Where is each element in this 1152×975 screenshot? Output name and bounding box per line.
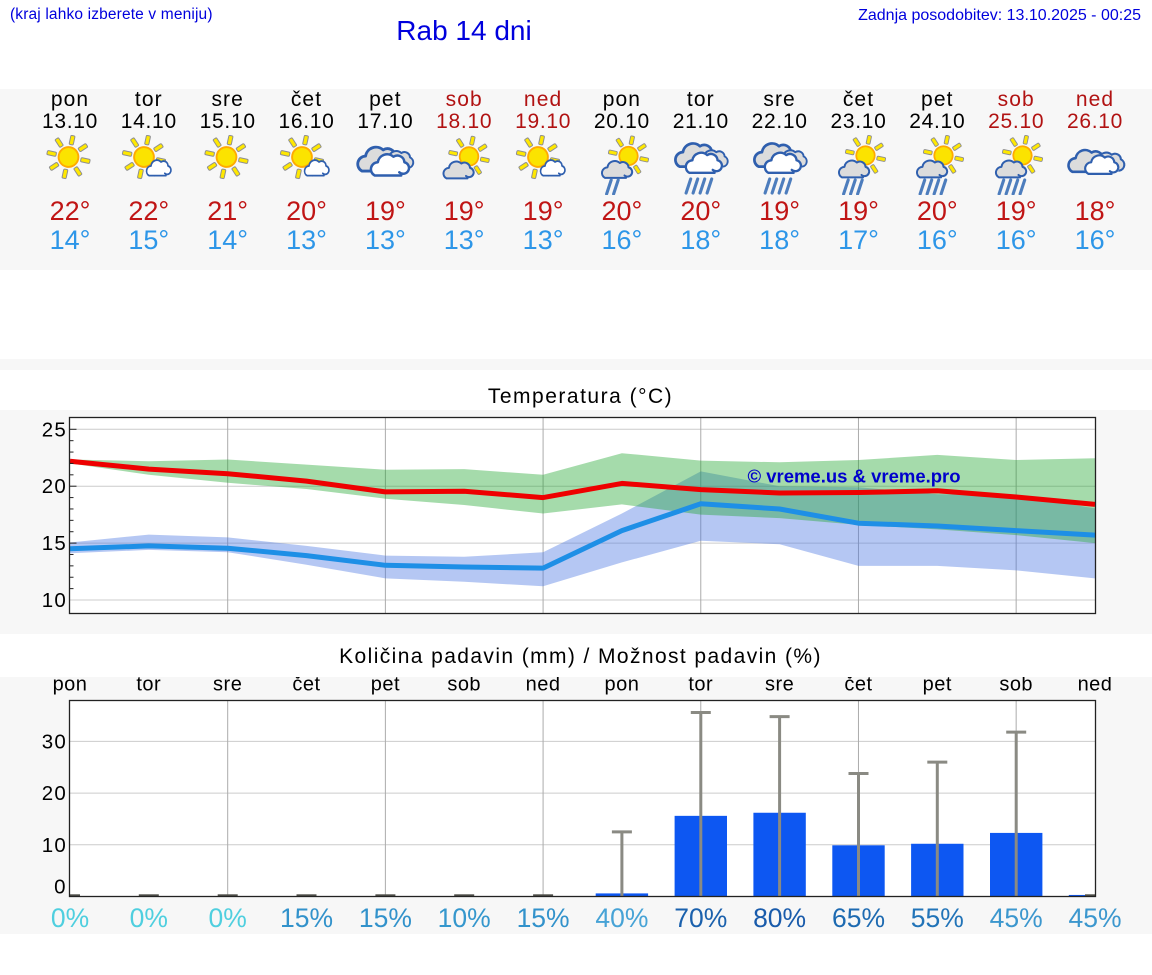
svg-text:pon: pon	[53, 677, 88, 696]
svg-text:0%: 0%	[130, 903, 168, 933]
svg-text:20: 20	[42, 782, 67, 805]
svg-text:čet: čet	[844, 677, 872, 696]
svg-text:15: 15	[42, 532, 67, 555]
svg-text:10: 10	[42, 834, 67, 857]
svg-text:sre: sre	[765, 677, 794, 696]
svg-text:20: 20	[42, 475, 67, 498]
svg-text:10: 10	[42, 589, 67, 612]
svg-text:tor: tor	[688, 677, 713, 696]
svg-text:10%: 10%	[438, 903, 491, 933]
svg-text:0: 0	[54, 876, 65, 899]
svg-text:30: 30	[42, 730, 67, 753]
svg-text:sob: sob	[999, 677, 1033, 696]
svg-text:ned: ned	[526, 677, 561, 696]
svg-text:70%: 70%	[674, 903, 727, 933]
svg-text:pet: pet	[371, 677, 400, 696]
svg-text:pon: pon	[604, 677, 639, 696]
svg-text:čet: čet	[292, 677, 320, 696]
svg-text:pet: pet	[923, 677, 952, 696]
svg-text:15%: 15%	[359, 903, 412, 933]
svg-text:© vreme.us & vreme.pro: © vreme.us & vreme.pro	[747, 466, 960, 487]
svg-text:55%: 55%	[911, 903, 964, 933]
svg-text:45%: 45%	[1068, 903, 1121, 933]
svg-text:45%: 45%	[990, 903, 1043, 933]
svg-text:15%: 15%	[517, 903, 570, 933]
svg-text:sob: sob	[447, 677, 481, 696]
svg-text:80%: 80%	[753, 903, 806, 933]
svg-text:65%: 65%	[832, 903, 885, 933]
svg-text:tor: tor	[136, 677, 161, 696]
svg-text:0%: 0%	[51, 903, 89, 933]
svg-text:0%: 0%	[209, 903, 247, 933]
svg-text:ned: ned	[1078, 677, 1113, 696]
svg-text:sre: sre	[213, 677, 242, 696]
svg-text:25: 25	[42, 418, 67, 441]
svg-text:15%: 15%	[280, 903, 333, 933]
svg-text:40%: 40%	[595, 903, 648, 933]
